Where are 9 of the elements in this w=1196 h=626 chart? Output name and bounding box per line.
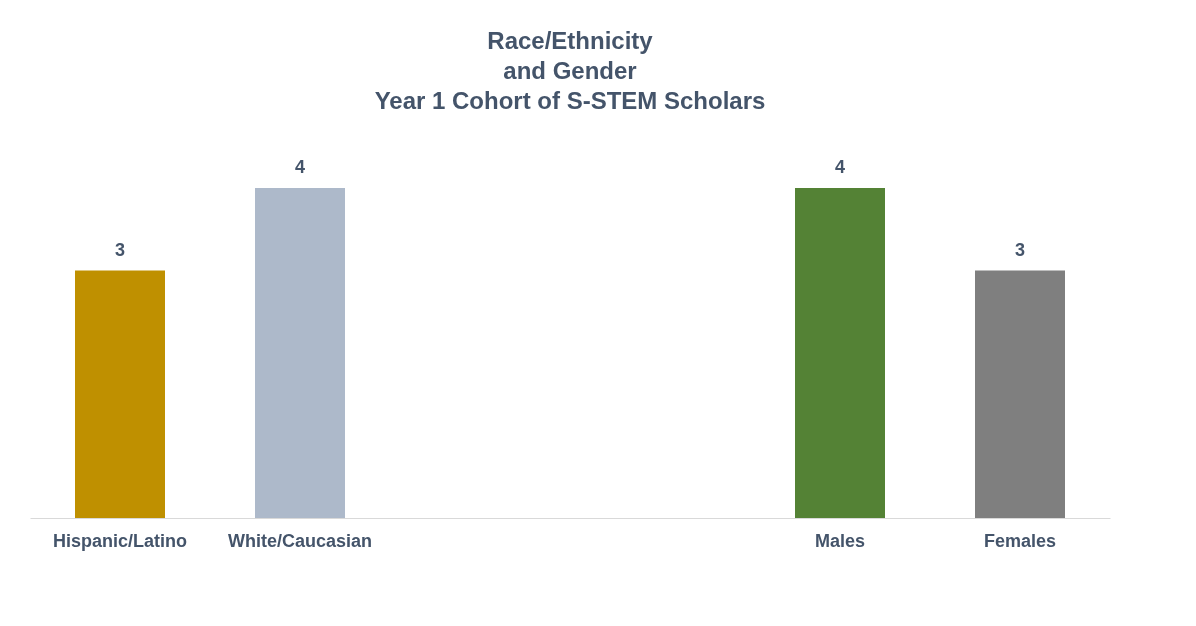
data-label: 3 — [114, 239, 126, 260]
data-label: 4 — [834, 157, 846, 177]
x-tick-label: Males — [814, 530, 866, 551]
x-tick-label: Females — [983, 530, 1057, 551]
chart-title: Race/Ethnicity and Gender Year 1 Cohort of S-STEM Scholars — [374, 27, 766, 114]
data-label: 4 — [294, 157, 306, 177]
x-tick-label: White/Caucasian — [227, 530, 373, 551]
data-label: 3 — [1014, 239, 1026, 260]
x-tick-label: Hispanic/Latino — [52, 530, 188, 551]
